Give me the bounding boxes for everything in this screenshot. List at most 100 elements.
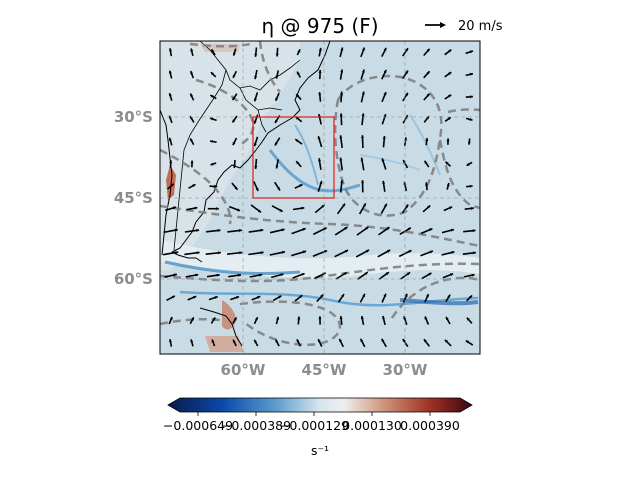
contour-line xyxy=(438,139,480,210)
wind-vector-head xyxy=(444,339,448,343)
wind-vector-head xyxy=(232,74,236,78)
wind-vector-head xyxy=(407,227,411,231)
wind-vector-head xyxy=(210,95,214,98)
wind-vector-head xyxy=(275,119,278,123)
colorbar-tick-label: 0.000130 xyxy=(342,418,402,433)
pressure-contours xyxy=(160,41,480,346)
wind-vector-head xyxy=(446,183,450,187)
contour-line xyxy=(160,148,232,225)
wind-vector-head xyxy=(471,206,474,210)
wind-vector-head xyxy=(465,340,469,344)
wind-vector-head xyxy=(168,70,172,74)
wind-vector-head xyxy=(386,227,390,231)
wind-vector-head xyxy=(361,135,364,139)
wind-vector-head xyxy=(257,296,261,299)
wind-vector-head xyxy=(469,117,473,121)
wind-vector-head xyxy=(190,71,194,75)
wind-vector-head xyxy=(238,229,242,233)
wind-vector-head xyxy=(172,206,176,210)
wind-vector-head xyxy=(445,161,449,165)
wind-vector-head xyxy=(173,273,177,277)
wind-vector-head xyxy=(318,339,321,343)
wind-vector-head xyxy=(381,158,385,162)
wind-vector-head xyxy=(323,250,328,253)
coastline-east xyxy=(171,41,331,253)
wind-vector-head xyxy=(274,142,278,146)
wind-vector-head xyxy=(275,339,279,343)
wind-vector-head xyxy=(426,93,430,97)
plot-title: η @ 975 (F) xyxy=(261,14,378,38)
wind-vector-head xyxy=(449,206,453,210)
latitude-labels: 30°S 45°S 60°S xyxy=(114,108,153,288)
wind-vector-head xyxy=(405,70,408,74)
wind-vector-head xyxy=(196,228,200,232)
wind-vector-head xyxy=(253,143,257,147)
wind-vector-head xyxy=(382,136,386,139)
wind-vector-head xyxy=(383,69,387,74)
wind-vector-head xyxy=(210,117,214,121)
wind-vector-head xyxy=(446,316,449,321)
wind-vector-head xyxy=(302,250,307,254)
wind-vector-head xyxy=(448,49,452,53)
wind-vector-head xyxy=(405,204,409,208)
wind-vector-head xyxy=(320,294,324,298)
wind-vector-head xyxy=(191,317,194,321)
wind-vector-head xyxy=(170,183,174,187)
wind-vector-head xyxy=(469,184,473,188)
positive-vorticity-patch xyxy=(222,300,236,330)
wind-vector-head xyxy=(194,206,198,210)
wind-vector-head xyxy=(341,294,344,298)
wind-vector-head xyxy=(301,206,305,210)
wind-vector-head xyxy=(424,160,428,164)
wind-vector-head xyxy=(404,293,408,297)
contour-line xyxy=(258,41,281,93)
border-line xyxy=(199,41,301,91)
wind-vector-head xyxy=(342,203,345,207)
wind-vector-head xyxy=(232,142,236,146)
wind-vector-head xyxy=(275,75,279,79)
wind-vector-head xyxy=(299,184,303,188)
wind-vector-head xyxy=(408,250,412,253)
longitude-labels: 60°W 45°W 30°W xyxy=(221,361,428,379)
wind-vector-head xyxy=(383,47,387,51)
wind-vector-head xyxy=(297,71,300,75)
wind-vector-head xyxy=(469,295,473,299)
wind-vector-head xyxy=(281,250,285,254)
wind-vector-head xyxy=(278,295,282,299)
wind-vector-head xyxy=(297,316,301,320)
wind-vector-head xyxy=(210,72,214,76)
lon-label: 45°W xyxy=(302,361,347,379)
wind-vector-head xyxy=(175,251,179,255)
contour-line xyxy=(160,262,480,283)
wind-vector-head xyxy=(361,69,365,73)
wind-vector-head xyxy=(425,294,429,298)
wind-vector-head xyxy=(426,48,430,52)
wind-vector-head xyxy=(429,228,433,232)
contour-line xyxy=(160,204,480,248)
wind-vector-head xyxy=(425,138,429,141)
wind-vector-head xyxy=(254,339,257,343)
wind-vector-head xyxy=(429,250,433,254)
wind-vector-head xyxy=(339,316,343,320)
wind-vector-head xyxy=(339,157,343,161)
wind-vector-head xyxy=(361,180,365,184)
wind-vector-head xyxy=(362,293,365,297)
wind-vector-head xyxy=(317,136,321,140)
wind-vector-head xyxy=(365,227,369,230)
wind-vector-head xyxy=(360,316,364,320)
wind-vector-head xyxy=(260,251,264,255)
colorbar-tick-label: −0.000129 xyxy=(279,418,349,433)
vorticity-filament xyxy=(409,114,441,176)
wind-vector-head xyxy=(210,140,213,143)
wind-vector-head xyxy=(426,71,430,75)
wind-vector-head xyxy=(232,119,236,123)
wind-vector-head xyxy=(235,296,239,299)
wind-vector-head xyxy=(387,250,391,253)
wind-vector-head xyxy=(447,117,451,121)
wind-vector-head xyxy=(174,228,178,232)
wind-vector-head xyxy=(232,96,236,101)
wind-vector-head xyxy=(296,161,300,165)
wind-vector-head xyxy=(168,137,172,142)
wind-vector-head xyxy=(381,338,385,342)
coastline-islands xyxy=(199,307,243,347)
